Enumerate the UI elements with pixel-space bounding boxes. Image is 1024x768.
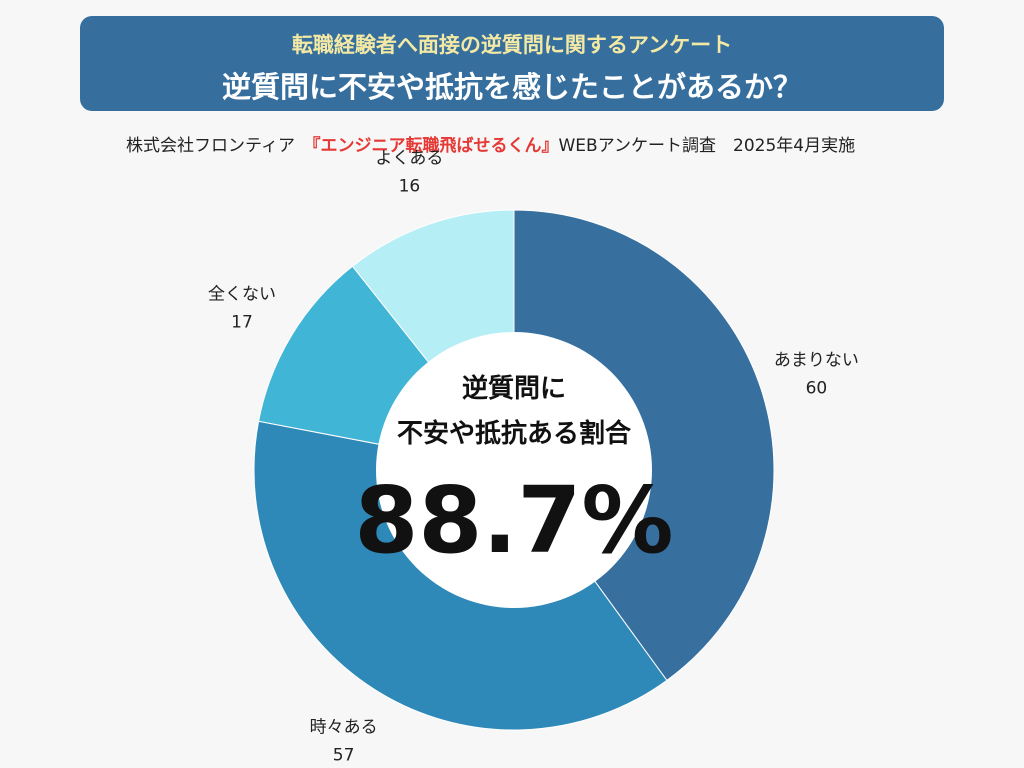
slice-label-value: 17 <box>231 312 253 332</box>
center-label-line1: 逆質問に <box>462 373 566 404</box>
chart-subtitle: 転職経験者へ面接の逆質問に関するアンケート <box>291 33 733 57</box>
center-value: 88.7% <box>354 467 673 574</box>
source-company: 株式会社フロンティア <box>126 136 312 156</box>
slice-labels: あまりない 60 時々ある 57 全くない 17 よくある 16 <box>208 149 859 766</box>
source-survey: WEBアンケート調査 2025年4月実施 <box>558 136 856 156</box>
slice-label-value: 16 <box>399 177 421 197</box>
slice-label-name: あまりない <box>774 351 859 371</box>
slice-label-value: 57 <box>333 745 355 765</box>
chart-title: 逆質問に不安や抵抗を感じたことがあるか？ <box>221 70 802 104</box>
donut-hole <box>376 332 652 608</box>
slice-label-value: 60 <box>806 379 828 399</box>
slice-label-name: 全くない <box>208 284 276 304</box>
center-label-line2: 不安や抵抗ある割合 <box>397 418 632 449</box>
source-line: 株式会社フロンティア 『エンジニア転職飛ばせるくん』WEBアンケート調査 202… <box>126 131 855 156</box>
slice-label-name: 時々ある <box>310 717 378 737</box>
slice-label-name: よくある <box>375 149 443 169</box>
title-banner: 転職経験者へ面接の逆質問に関するアンケート 逆質問に不安や抵抗を感じたことがある… <box>80 16 944 111</box>
source-service: 『エンジニア転職飛ばせるくん』 <box>311 136 559 156</box>
